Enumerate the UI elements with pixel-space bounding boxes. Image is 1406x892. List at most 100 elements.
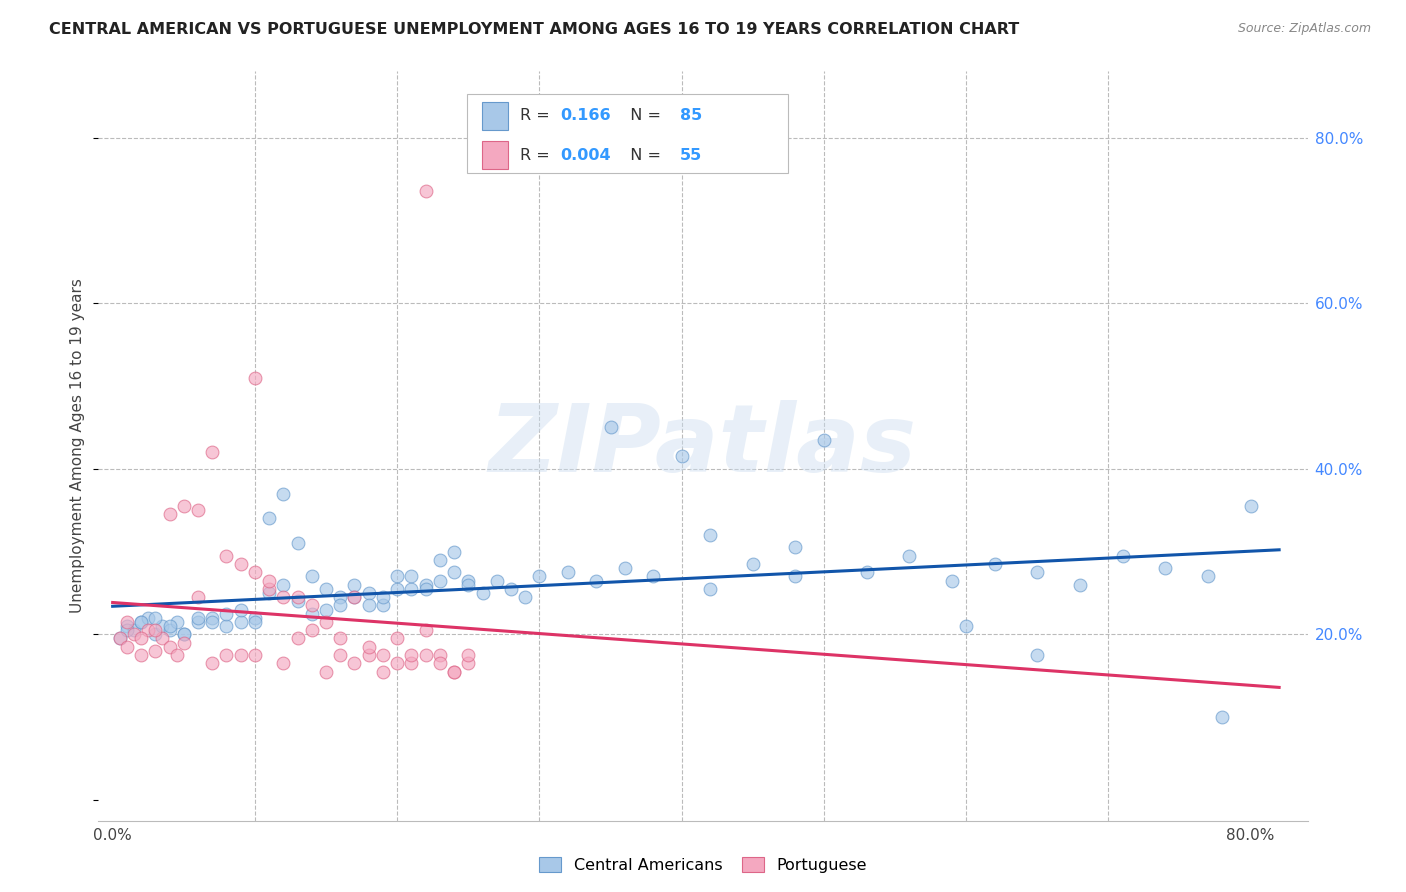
- Point: [401, 648, 423, 662]
- Point: [315, 665, 337, 679]
- Point: [129, 648, 152, 662]
- Point: [813, 433, 835, 447]
- Point: [287, 594, 309, 608]
- Point: [955, 619, 977, 633]
- Point: [329, 632, 352, 646]
- Point: [529, 569, 551, 583]
- Point: [585, 574, 607, 588]
- Point: [385, 569, 408, 583]
- Point: [301, 607, 323, 621]
- Point: [122, 624, 145, 638]
- Point: [371, 665, 394, 679]
- Point: [257, 582, 280, 596]
- Text: R =: R =: [520, 148, 555, 162]
- Point: [443, 566, 465, 580]
- Point: [613, 561, 636, 575]
- Point: [159, 508, 181, 522]
- Text: R =: R =: [520, 108, 555, 123]
- Point: [159, 619, 181, 633]
- Point: [187, 590, 209, 604]
- Point: [229, 648, 252, 662]
- Point: [173, 627, 195, 641]
- Point: [329, 590, 352, 604]
- Point: [215, 607, 238, 621]
- Point: [173, 635, 195, 649]
- Point: [415, 648, 437, 662]
- Point: [557, 566, 579, 580]
- Point: [173, 499, 195, 513]
- Point: [229, 615, 252, 629]
- Point: [415, 582, 437, 596]
- Point: [371, 590, 394, 604]
- Point: [215, 619, 238, 633]
- Point: [159, 640, 181, 654]
- Point: [129, 615, 152, 629]
- Point: [643, 569, 665, 583]
- Legend: Central Americans, Portuguese: Central Americans, Portuguese: [533, 851, 873, 880]
- Point: [1240, 499, 1263, 513]
- Point: [136, 611, 159, 625]
- Point: [129, 632, 152, 646]
- Y-axis label: Unemployment Among Ages 16 to 19 years: Unemployment Among Ages 16 to 19 years: [70, 278, 86, 614]
- Text: CENTRAL AMERICAN VS PORTUGUESE UNEMPLOYMENT AMONG AGES 16 TO 19 YEARS CORRELATIO: CENTRAL AMERICAN VS PORTUGUESE UNEMPLOYM…: [49, 22, 1019, 37]
- Point: [429, 574, 451, 588]
- Point: [1026, 566, 1049, 580]
- Point: [329, 599, 352, 613]
- Point: [243, 370, 266, 384]
- Point: [159, 624, 181, 638]
- Point: [357, 599, 380, 613]
- Point: [201, 445, 224, 459]
- Point: [385, 632, 408, 646]
- Point: [257, 511, 280, 525]
- Point: [229, 557, 252, 571]
- Point: [143, 644, 166, 658]
- Point: [115, 624, 138, 638]
- Text: 0.166: 0.166: [561, 108, 612, 123]
- Point: [357, 586, 380, 600]
- Point: [357, 648, 380, 662]
- Point: [108, 632, 131, 646]
- Point: [301, 599, 323, 613]
- Point: [785, 569, 807, 583]
- Point: [166, 615, 188, 629]
- FancyBboxPatch shape: [467, 94, 787, 172]
- Point: [257, 574, 280, 588]
- Point: [301, 624, 323, 638]
- Point: [166, 648, 188, 662]
- Point: [201, 611, 224, 625]
- Point: [187, 611, 209, 625]
- Point: [243, 566, 266, 580]
- Point: [741, 557, 763, 571]
- Point: [1154, 561, 1177, 575]
- Point: [201, 615, 224, 629]
- Text: 0.004: 0.004: [561, 148, 612, 162]
- Point: [243, 615, 266, 629]
- Point: [485, 574, 508, 588]
- Text: N =: N =: [620, 108, 665, 123]
- Point: [941, 574, 963, 588]
- Point: [443, 544, 465, 558]
- Point: [273, 486, 295, 500]
- Point: [201, 657, 224, 671]
- Point: [1026, 648, 1049, 662]
- Point: [187, 615, 209, 629]
- Point: [1197, 569, 1219, 583]
- Point: [215, 549, 238, 563]
- Point: [855, 566, 877, 580]
- Point: [415, 185, 437, 199]
- Point: [143, 624, 166, 638]
- Point: [429, 648, 451, 662]
- Point: [385, 657, 408, 671]
- Point: [415, 624, 437, 638]
- Point: [699, 582, 721, 596]
- Point: [415, 577, 437, 591]
- Point: [499, 582, 522, 596]
- Point: [329, 648, 352, 662]
- Text: Source: ZipAtlas.com: Source: ZipAtlas.com: [1237, 22, 1371, 36]
- Point: [357, 640, 380, 654]
- Point: [443, 665, 465, 679]
- Point: [343, 590, 366, 604]
- Point: [152, 632, 174, 646]
- Text: 85: 85: [681, 108, 702, 123]
- Point: [187, 503, 209, 517]
